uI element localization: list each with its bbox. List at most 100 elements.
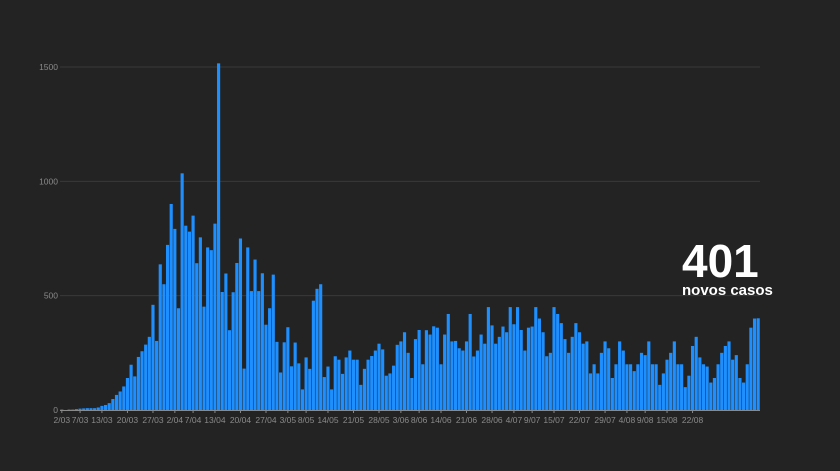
bar xyxy=(534,307,538,410)
x-tick-label: 7/03 xyxy=(72,415,89,425)
bar xyxy=(209,250,213,410)
bar xyxy=(202,306,206,410)
bar xyxy=(381,349,385,410)
bar xyxy=(563,339,567,410)
bar xyxy=(111,399,115,410)
bar xyxy=(435,327,439,410)
new-cases-value: 401 xyxy=(682,235,759,287)
bar xyxy=(410,377,414,410)
x-tick-label: 29/07 xyxy=(594,415,616,425)
x-tick-label: 22/08 xyxy=(682,415,704,425)
bar xyxy=(709,382,713,410)
bar xyxy=(439,364,443,410)
bar xyxy=(680,364,684,410)
bar xyxy=(607,348,611,410)
x-tick-label: 4/07 xyxy=(506,415,523,425)
bar xyxy=(720,352,724,410)
bar xyxy=(165,244,170,410)
bar xyxy=(114,394,119,410)
bar xyxy=(253,259,257,410)
bar xyxy=(246,247,250,410)
bar xyxy=(279,372,283,410)
bar xyxy=(319,284,323,410)
bar xyxy=(151,304,155,410)
bar xyxy=(402,332,407,410)
bar xyxy=(198,237,202,410)
bar xyxy=(326,366,330,410)
bar xyxy=(187,231,191,410)
bar xyxy=(224,273,228,410)
bar xyxy=(249,291,253,410)
bar xyxy=(665,359,669,410)
bar xyxy=(515,307,520,410)
bar xyxy=(359,384,363,410)
bar xyxy=(355,359,359,410)
bar xyxy=(621,350,625,410)
bar xyxy=(140,351,144,410)
bar xyxy=(158,264,162,410)
bar xyxy=(392,365,396,410)
bar xyxy=(512,324,516,410)
bar xyxy=(752,318,757,410)
bar xyxy=(388,373,392,410)
bar xyxy=(596,373,600,410)
bar xyxy=(545,356,549,410)
bar xyxy=(588,373,593,410)
bar xyxy=(687,375,691,410)
bar xyxy=(227,330,232,410)
bar xyxy=(585,341,589,410)
bar xyxy=(351,359,356,410)
x-tick-label: 3/06 xyxy=(393,415,410,425)
bar xyxy=(125,377,130,410)
bar xyxy=(523,350,527,410)
bar xyxy=(432,326,436,410)
bar xyxy=(428,334,432,410)
y-tick-label: 1000 xyxy=(39,176,58,186)
bar xyxy=(479,334,483,410)
bar xyxy=(599,352,603,410)
bar xyxy=(508,307,512,410)
bar xyxy=(690,345,695,410)
x-tick-label: 28/06 xyxy=(481,415,503,425)
bar xyxy=(370,356,374,410)
bar xyxy=(654,364,658,410)
bar xyxy=(104,404,108,410)
bar xyxy=(271,274,275,410)
x-tick-label: 27/04 xyxy=(255,415,277,425)
bar xyxy=(373,350,377,410)
bar xyxy=(180,173,184,410)
bar xyxy=(264,324,268,410)
x-tick-label: 21/06 xyxy=(456,415,478,425)
x-tick-label: 8/06 xyxy=(411,415,428,425)
bar xyxy=(147,336,151,410)
bar xyxy=(238,238,243,410)
bar xyxy=(658,384,662,410)
bar xyxy=(220,292,224,410)
bar xyxy=(676,364,680,410)
bar xyxy=(650,364,655,410)
bar xyxy=(133,376,137,410)
bar xyxy=(603,341,607,410)
bar xyxy=(136,356,140,410)
bar xyxy=(618,341,622,410)
bar xyxy=(541,332,545,410)
gridlines xyxy=(60,66,760,297)
bar xyxy=(297,363,301,410)
bar xyxy=(235,262,239,410)
bar xyxy=(78,408,82,410)
bar xyxy=(734,355,738,410)
bar xyxy=(756,318,760,410)
bar xyxy=(293,342,297,410)
bar xyxy=(574,323,578,410)
bar xyxy=(333,356,337,410)
bar xyxy=(661,373,665,410)
x-tick-label: 2/03 xyxy=(54,415,71,425)
bar xyxy=(672,341,676,410)
bar xyxy=(348,350,352,410)
bar xyxy=(610,377,614,410)
bar xyxy=(122,386,126,410)
bar xyxy=(450,341,454,410)
bar xyxy=(592,364,596,410)
x-tick-label: 14/05 xyxy=(317,415,339,425)
